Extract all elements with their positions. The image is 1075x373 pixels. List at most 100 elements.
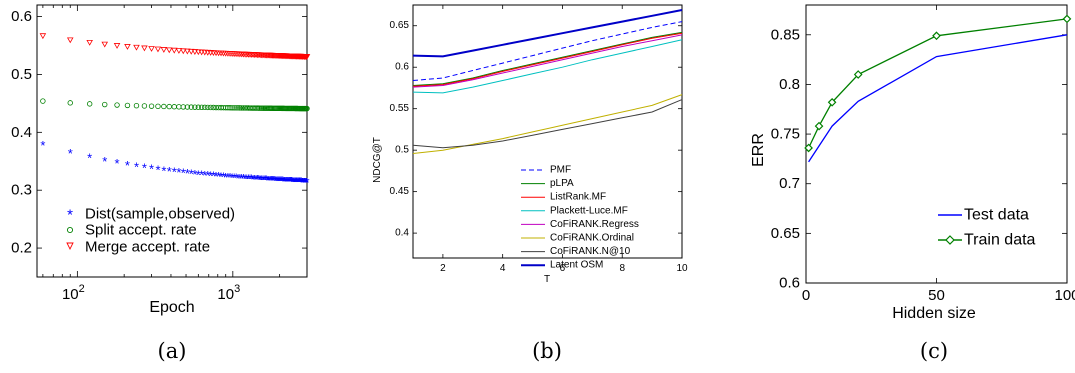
b-ytick-label: 0.5: [395, 145, 409, 156]
a-point-star: *: [300, 175, 305, 190]
b-ytick-label: 0.55: [390, 103, 410, 114]
panel-b-xlabel: T: [544, 274, 550, 285]
b-series-line: [412, 99, 683, 149]
a-point-star: *: [211, 169, 216, 184]
a-point-star: *: [205, 168, 210, 183]
a-series: [40, 98, 310, 112]
a-point-star: *: [40, 138, 45, 153]
a-ytick-label: 0.3: [11, 182, 32, 199]
a-point-triangle: [113, 43, 121, 49]
panel-a-xlabel: Epoch: [149, 299, 194, 316]
a-point-star: *: [125, 158, 130, 173]
a-point-triangle: [154, 46, 162, 53]
a-point-triangle: [165, 47, 173, 54]
a-point-star: *: [230, 170, 235, 185]
a-point-star: *: [293, 174, 298, 189]
a-point-star: *: [221, 170, 226, 185]
a-point-star: *: [291, 174, 296, 189]
a-point-circle: [207, 104, 214, 111]
a-point-triangle: [133, 44, 140, 51]
b-series-line: [412, 9, 683, 58]
panel-a-marks: ** * * * * * * * * * * * * * *************************…: [39, 33, 311, 190]
a-point-star: *: [264, 173, 269, 188]
c-ytick-label: 0.65: [771, 225, 800, 242]
a-point-circle: [205, 104, 211, 111]
a-point-star: *: [256, 172, 261, 187]
legend-c-label-train: Train data: [964, 232, 1036, 249]
legend-a-marker-split: [66, 226, 74, 234]
panel-c-caption: (c): [920, 339, 948, 363]
a-point-star: *: [235, 171, 240, 186]
a-point-star: *: [251, 172, 256, 187]
a-point-star: *: [225, 170, 230, 185]
a-point-triangle: [179, 48, 187, 55]
a-point-star: *: [276, 173, 281, 188]
b-legend-label: Latent OSM: [550, 260, 603, 271]
panel-c-legend: Test data Train data: [938, 207, 1036, 249]
a-point-star: *: [196, 167, 201, 182]
panel-c-ticks: 0 50 100 0.6 0.65 0.7 0.75 0.8 0.85: [771, 5, 1075, 304]
legend-a-marker-merge: [66, 242, 74, 251]
c-xtick-label: 50: [928, 287, 945, 304]
a-point-star: *: [287, 174, 292, 189]
a-point-circle: [229, 105, 235, 111]
a-point-star: *: [216, 169, 221, 184]
c-series-line: [808, 34, 1068, 163]
b-legend-label: ListRank.MF: [550, 192, 606, 203]
b-ytick-label: 0.45: [390, 186, 410, 197]
a-point-star: *: [189, 167, 194, 182]
a-point-circle: [238, 105, 245, 111]
a-point-star: *: [281, 174, 286, 189]
panel-a-legend: * Dist(sample,observed) Split accept. ra…: [66, 206, 235, 256]
a-point-star: *: [87, 151, 92, 166]
a-point-star: *: [290, 174, 295, 189]
panel-a-plot-area: [36, 4, 308, 278]
a-point-star: *: [239, 171, 244, 186]
a-point-triangle: [148, 46, 155, 52]
a-point-star: *: [199, 168, 204, 183]
a-point-star: *: [262, 173, 267, 188]
a-point-star: *: [271, 173, 276, 188]
a-point-star: *: [303, 175, 308, 190]
a-point-star: *: [288, 174, 293, 189]
a-point-star: *: [115, 156, 120, 171]
a-point-star: *: [280, 174, 285, 189]
b-series-line: [412, 34, 683, 88]
a-point-star: *: [267, 173, 272, 188]
a-point-star: *: [289, 174, 294, 189]
b-xtick-label: 2: [440, 263, 446, 274]
a-point-star: *: [289, 174, 294, 189]
c-series-line: [808, 18, 1068, 149]
panel-c-xlabel: Hidden size: [892, 305, 976, 322]
a-point-star: *: [237, 171, 242, 186]
panel-b-marks: [412, 9, 683, 154]
a-point-triangle: [303, 54, 311, 60]
a-point-star: *: [252, 172, 257, 187]
a-point-star: *: [274, 173, 279, 188]
a-point-star: *: [219, 169, 224, 184]
b-series-line: [412, 31, 683, 86]
c-xtick-label: 0: [802, 287, 810, 304]
legend-c-label-test: Test data: [964, 207, 1029, 224]
a-point-star: *: [270, 173, 275, 188]
a-point-triangle: [184, 48, 191, 55]
a-point-star: *: [155, 163, 160, 178]
b-series-line: [412, 32, 683, 87]
a-point-star: *: [253, 172, 258, 187]
a-point-star: *: [304, 175, 309, 190]
a-point-triangle: [160, 47, 168, 53]
a-point-triangle: [66, 37, 74, 44]
a-point-circle: [180, 104, 186, 110]
a-point-star: *: [161, 163, 166, 178]
a-point-circle: [155, 103, 161, 110]
b-legend-label: pLPA: [550, 178, 574, 189]
a-point-triangle: [39, 33, 47, 40]
panel-b-chart: 2 4 6 8 10 0.4 0.45 0.5 0.55 0.6 0.65 PMF pLPA ListR…: [372, 4, 688, 363]
a-point-star: *: [293, 174, 298, 189]
c-ytick-label: 0.8: [779, 76, 800, 93]
a-point-circle: [184, 104, 191, 110]
panel-b-ylabel: NDCG@T: [372, 137, 383, 183]
b-xtick-label: 8: [619, 263, 625, 274]
